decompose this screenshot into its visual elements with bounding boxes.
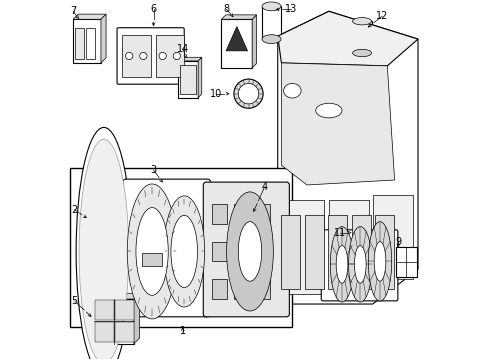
Ellipse shape — [348, 227, 371, 302]
Ellipse shape — [315, 103, 341, 118]
Text: 6: 6 — [150, 4, 156, 14]
Bar — [327, 215, 346, 289]
Ellipse shape — [354, 246, 366, 283]
Ellipse shape — [373, 242, 385, 281]
Polygon shape — [277, 11, 417, 304]
Polygon shape — [225, 27, 247, 51]
Polygon shape — [281, 63, 394, 185]
Bar — [212, 204, 226, 224]
Bar — [212, 279, 226, 299]
Bar — [95, 300, 113, 320]
Bar — [221, 19, 252, 68]
Ellipse shape — [136, 208, 168, 295]
Bar — [122, 35, 151, 77]
Ellipse shape — [262, 35, 281, 44]
Polygon shape — [177, 57, 202, 61]
Bar — [75, 28, 84, 59]
Ellipse shape — [283, 84, 301, 98]
Text: 1: 1 — [180, 326, 185, 336]
Text: 9: 9 — [394, 237, 401, 247]
Ellipse shape — [226, 192, 273, 311]
Bar — [351, 215, 370, 289]
Ellipse shape — [330, 227, 353, 302]
Bar — [115, 322, 133, 342]
Bar — [304, 215, 323, 289]
Ellipse shape — [159, 52, 166, 60]
Ellipse shape — [367, 222, 391, 301]
Ellipse shape — [262, 2, 281, 11]
FancyBboxPatch shape — [321, 230, 397, 301]
Ellipse shape — [238, 84, 258, 104]
Text: 12: 12 — [375, 11, 387, 21]
Bar — [180, 64, 196, 94]
Bar — [281, 215, 300, 289]
Ellipse shape — [352, 49, 371, 57]
Bar — [69, 168, 292, 327]
Text: 14: 14 — [176, 44, 188, 54]
Ellipse shape — [127, 184, 177, 319]
Bar — [155, 35, 184, 77]
Ellipse shape — [352, 18, 371, 25]
Ellipse shape — [140, 52, 147, 60]
Ellipse shape — [163, 196, 204, 307]
Bar — [255, 204, 270, 224]
Text: 8: 8 — [223, 4, 229, 14]
Text: 5: 5 — [71, 296, 78, 306]
Text: 4: 4 — [261, 182, 267, 192]
Text: 13: 13 — [284, 4, 296, 14]
Text: 10: 10 — [210, 89, 222, 99]
Ellipse shape — [173, 52, 180, 60]
Polygon shape — [101, 14, 106, 63]
FancyBboxPatch shape — [203, 182, 289, 317]
Polygon shape — [134, 293, 140, 344]
Ellipse shape — [76, 127, 131, 360]
Ellipse shape — [171, 215, 197, 288]
Bar — [233, 204, 248, 224]
Bar — [233, 242, 248, 261]
Bar — [351, 21, 371, 53]
FancyBboxPatch shape — [122, 179, 210, 317]
Text: 7: 7 — [70, 6, 76, 16]
Ellipse shape — [335, 246, 347, 283]
Bar — [86, 28, 95, 59]
Bar — [255, 242, 270, 261]
Bar — [374, 215, 393, 289]
Text: 11: 11 — [333, 228, 345, 238]
Bar — [233, 279, 248, 299]
Bar — [255, 279, 270, 299]
Text: 2: 2 — [71, 205, 78, 215]
Bar — [328, 200, 368, 294]
FancyBboxPatch shape — [117, 28, 184, 84]
Polygon shape — [94, 293, 140, 299]
Polygon shape — [277, 11, 417, 66]
Bar — [177, 61, 198, 98]
Bar — [73, 19, 101, 63]
Polygon shape — [252, 15, 256, 68]
Bar — [261, 6, 281, 39]
Bar — [395, 247, 416, 277]
Bar — [279, 200, 323, 294]
Bar — [142, 253, 162, 266]
Polygon shape — [221, 15, 256, 19]
Bar — [115, 300, 133, 320]
Ellipse shape — [238, 222, 261, 281]
Bar — [95, 322, 113, 342]
Polygon shape — [73, 14, 106, 19]
Ellipse shape — [233, 79, 263, 108]
Bar — [372, 195, 412, 279]
Polygon shape — [198, 57, 202, 98]
Bar — [212, 242, 226, 261]
Bar — [94, 299, 134, 344]
Text: 3: 3 — [150, 165, 156, 175]
Ellipse shape — [125, 52, 133, 60]
Ellipse shape — [79, 139, 128, 360]
